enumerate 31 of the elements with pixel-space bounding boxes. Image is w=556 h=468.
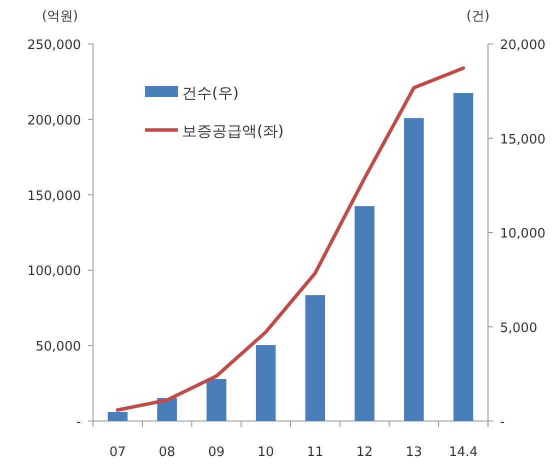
x-tick-label: 11	[306, 445, 324, 460]
bar	[354, 206, 374, 421]
line-series	[116, 66, 466, 412]
x-tick-label: 09	[208, 445, 225, 460]
y2-tick-label: 20,000	[500, 38, 546, 53]
bar	[305, 295, 326, 421]
y-tick-label: 250,000	[27, 38, 81, 53]
y-tick-label: -	[76, 415, 82, 430]
y-axis-title: (억원)	[42, 9, 78, 24]
x-tick-label: 12	[356, 445, 373, 460]
bar	[256, 345, 276, 421]
bar	[453, 93, 474, 421]
bar	[108, 412, 128, 421]
x-tick-label: 10	[258, 445, 274, 460]
y2-axis-title: (건)	[466, 9, 490, 24]
y2-tick-label: 15,000	[500, 132, 546, 148]
y-tick-label: 150,000	[27, 188, 81, 204]
x-tick-label: 07	[109, 445, 126, 460]
y-tick-label: 50,000	[36, 340, 81, 355]
y-tick-label: 100,000	[27, 264, 81, 280]
y2-tick-label: 10,000	[500, 226, 546, 242]
bar	[206, 378, 226, 421]
y2-tick-label: -	[500, 415, 505, 430]
legend-label: 보증공급액(좌)	[182, 122, 284, 140]
y2-tick-label: 5,000	[500, 320, 538, 336]
x-tick-label: 13	[406, 445, 422, 460]
y-tick-label: 200,000	[27, 113, 81, 128]
bar	[404, 118, 424, 421]
legend-label: 건수(우)	[182, 84, 239, 102]
x-tick-label: 14.4	[448, 445, 478, 460]
x-tick-label: 08	[158, 445, 176, 460]
